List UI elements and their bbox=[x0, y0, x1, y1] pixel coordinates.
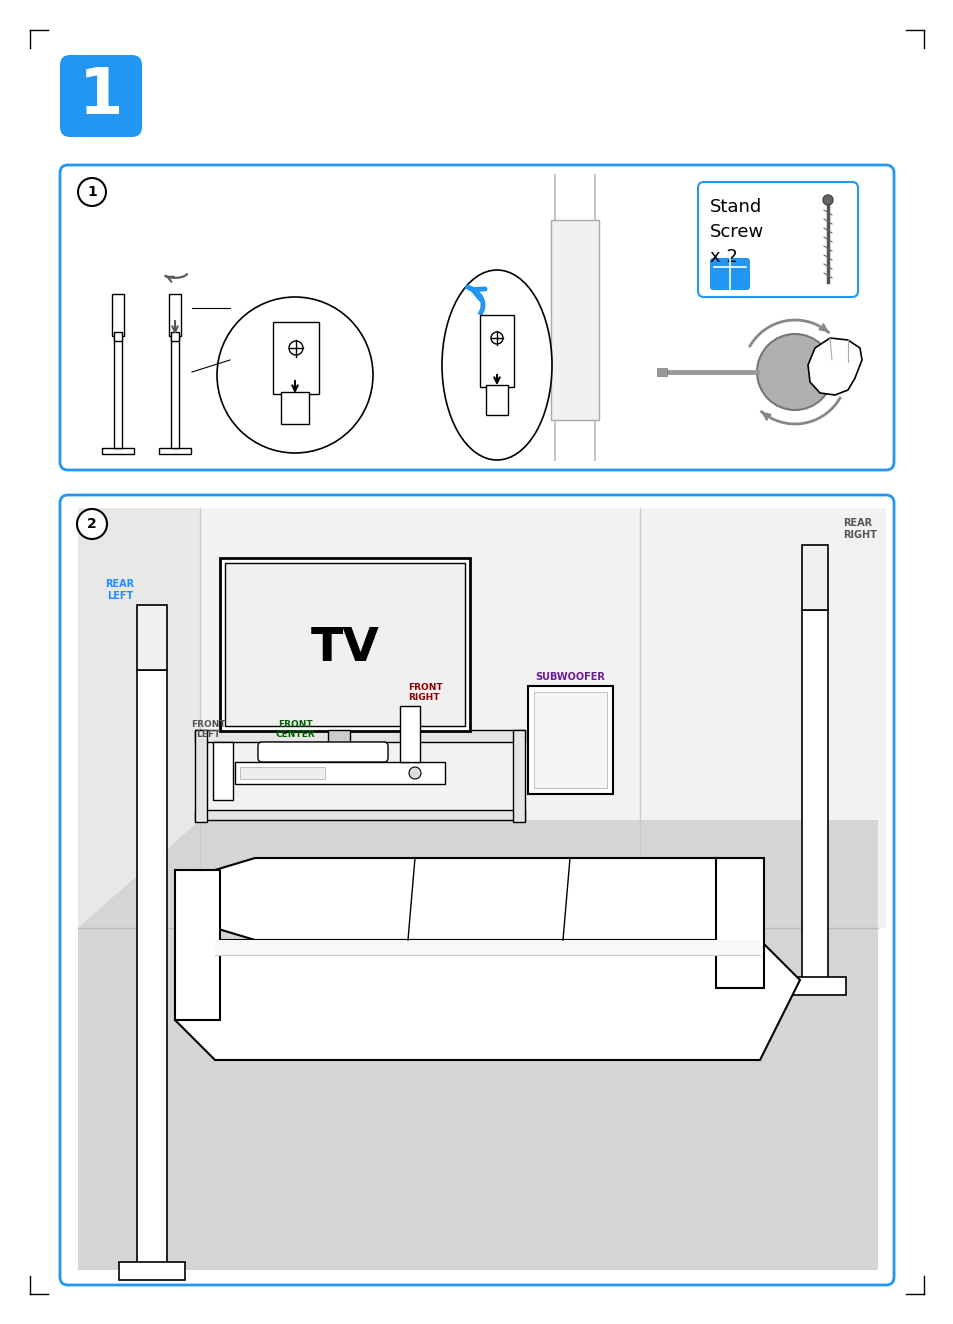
Text: Stand: Stand bbox=[709, 199, 761, 216]
FancyBboxPatch shape bbox=[698, 181, 857, 297]
FancyBboxPatch shape bbox=[60, 56, 142, 136]
Text: SUBWOOFER: SUBWOOFER bbox=[535, 673, 604, 682]
FancyBboxPatch shape bbox=[257, 741, 388, 763]
Circle shape bbox=[491, 332, 502, 344]
Bar bbox=[194, 810, 524, 820]
Bar bbox=[240, 767, 325, 779]
Ellipse shape bbox=[441, 270, 552, 459]
Bar bbox=[783, 977, 845, 996]
Text: Screw: Screw bbox=[709, 222, 763, 241]
Bar bbox=[527, 686, 613, 794]
Bar bbox=[716, 858, 763, 988]
Bar bbox=[534, 692, 606, 788]
Bar bbox=[172, 334, 178, 448]
Circle shape bbox=[77, 508, 107, 539]
FancyBboxPatch shape bbox=[60, 495, 893, 1286]
Bar bbox=[213, 741, 233, 800]
Bar bbox=[112, 294, 124, 336]
Bar bbox=[114, 334, 121, 448]
Bar bbox=[801, 545, 827, 610]
Circle shape bbox=[822, 195, 832, 205]
Bar bbox=[234, 763, 444, 784]
Bar bbox=[194, 730, 207, 822]
Bar bbox=[137, 605, 167, 670]
Bar bbox=[172, 332, 178, 340]
Text: TV: TV bbox=[311, 625, 379, 670]
FancyBboxPatch shape bbox=[60, 166, 893, 470]
Bar bbox=[102, 448, 133, 454]
Text: FRONT
LEFT: FRONT LEFT bbox=[191, 720, 225, 739]
Text: 2: 2 bbox=[87, 516, 97, 531]
Text: 1: 1 bbox=[87, 185, 97, 199]
Bar bbox=[119, 1262, 185, 1280]
Bar bbox=[273, 322, 318, 395]
Bar bbox=[399, 706, 419, 763]
Bar bbox=[801, 610, 827, 980]
Polygon shape bbox=[807, 338, 862, 395]
Bar bbox=[174, 870, 220, 1019]
Circle shape bbox=[216, 297, 373, 453]
Bar bbox=[485, 385, 507, 414]
Polygon shape bbox=[214, 858, 760, 945]
Text: REAR
LEFT: REAR LEFT bbox=[106, 580, 134, 601]
Bar bbox=[513, 730, 524, 822]
Bar bbox=[479, 315, 514, 387]
Text: FRONT
RIGHT: FRONT RIGHT bbox=[408, 683, 442, 702]
Polygon shape bbox=[174, 940, 800, 1061]
Text: REAR
RIGHT: REAR RIGHT bbox=[842, 519, 876, 540]
Bar bbox=[220, 557, 470, 731]
Text: 1: 1 bbox=[79, 65, 123, 127]
Bar bbox=[551, 220, 598, 420]
Circle shape bbox=[409, 767, 420, 779]
Bar bbox=[657, 368, 666, 376]
Text: x 2: x 2 bbox=[709, 248, 737, 266]
Circle shape bbox=[78, 177, 106, 207]
Bar bbox=[169, 294, 181, 336]
Bar bbox=[114, 332, 121, 340]
Bar bbox=[194, 730, 524, 741]
Polygon shape bbox=[214, 940, 760, 955]
Polygon shape bbox=[78, 820, 877, 1270]
Bar bbox=[281, 392, 309, 424]
FancyBboxPatch shape bbox=[709, 258, 749, 290]
Text: FRONT
CENTER: FRONT CENTER bbox=[274, 720, 314, 739]
Bar bbox=[159, 448, 191, 454]
Bar bbox=[225, 563, 464, 726]
Bar bbox=[78, 508, 885, 928]
Circle shape bbox=[757, 334, 832, 410]
Polygon shape bbox=[78, 508, 200, 1270]
Circle shape bbox=[289, 342, 303, 355]
Bar bbox=[137, 670, 167, 1264]
Bar bbox=[328, 730, 350, 759]
